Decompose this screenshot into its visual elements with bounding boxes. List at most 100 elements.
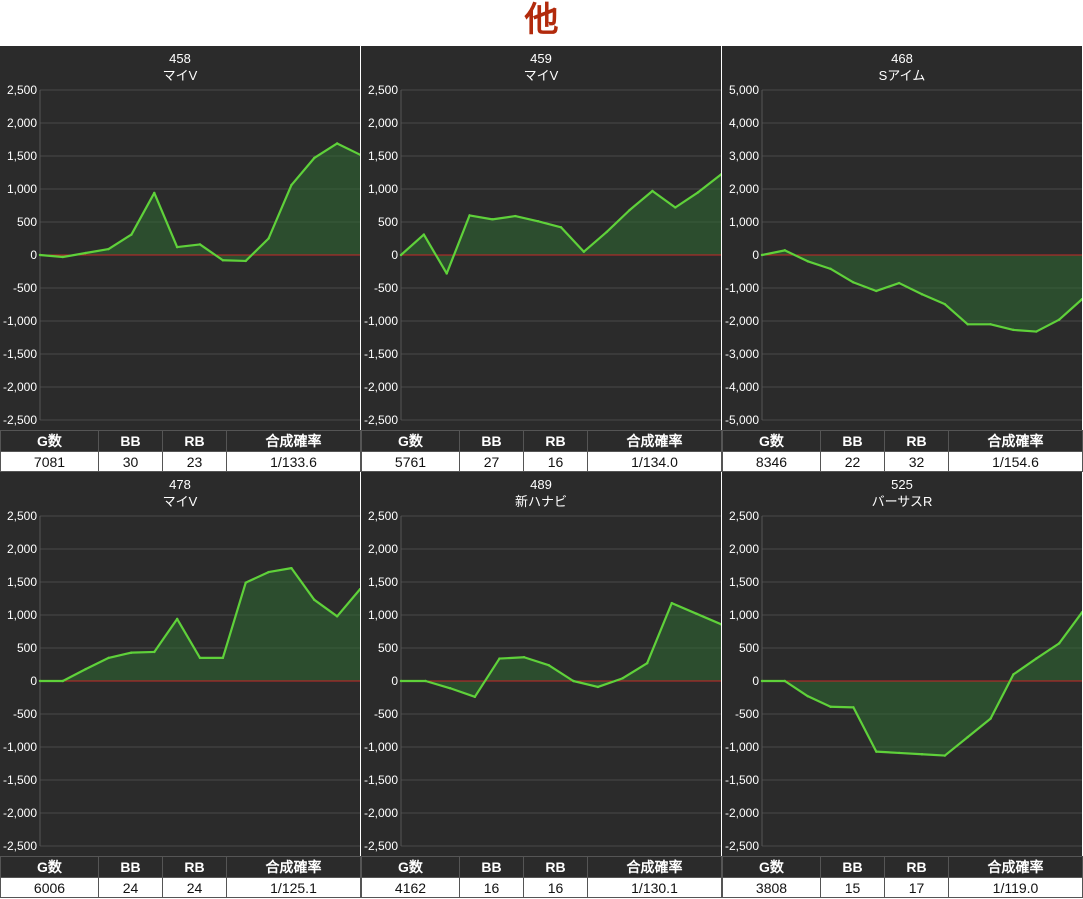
data-point	[153, 191, 156, 195]
data-point	[221, 259, 225, 262]
y-tick-label: 0	[30, 674, 37, 688]
series-segment	[290, 156, 316, 187]
data-point	[645, 661, 649, 665]
data-point	[806, 694, 809, 698]
data-point	[1080, 611, 1082, 614]
series-segment	[695, 612, 721, 626]
stats-bb: 30	[98, 451, 163, 472]
data-point	[267, 237, 270, 240]
y-tick-label: -1,000	[725, 740, 759, 754]
data-point	[445, 272, 448, 275]
data-point	[920, 753, 924, 756]
data-point	[468, 214, 471, 217]
y-tick-label: 0	[752, 248, 759, 262]
stats-header-cell: G数	[361, 430, 460, 452]
y-tick-label: 500	[378, 641, 398, 655]
stats-header-cell: 合成確率	[226, 430, 361, 452]
y-tick-label: -2,500	[3, 839, 37, 853]
chart-machine-name: マイV	[163, 494, 198, 509]
stats-header-cell: G数	[361, 856, 460, 878]
y-tick-label: 500	[378, 215, 398, 229]
data-point	[399, 253, 403, 257]
stats-games: 8346	[722, 451, 821, 472]
series-segment	[449, 687, 476, 698]
stats-value-row: 5761 27 16 1/134.0	[361, 451, 722, 472]
data-point	[582, 250, 586, 253]
y-tick-label: 500	[17, 215, 37, 229]
chart-machine-name: バーサスR	[872, 494, 933, 509]
series-area	[401, 174, 721, 274]
series-area	[762, 612, 1082, 756]
data-point	[572, 679, 575, 683]
series-segment	[153, 617, 179, 654]
y-tick-label: -1,000	[3, 314, 37, 328]
stats-games: 5761	[361, 451, 460, 472]
data-point	[536, 220, 540, 223]
series-segment	[424, 679, 452, 690]
data-point	[943, 754, 947, 757]
series-segment	[559, 226, 585, 253]
data-point	[760, 253, 764, 257]
y-tick-label: -2,000	[725, 806, 759, 820]
data-point	[1057, 318, 1061, 321]
stats-header-cell: BB	[98, 856, 163, 878]
series-segment	[1058, 611, 1082, 645]
y-tick-label: 3,000	[729, 149, 759, 163]
series-segment	[445, 214, 471, 275]
stats-bb: 15	[820, 877, 885, 898]
chart-svg: 478 マイV 2,500 2,000 1,500 1,000 500 0 -500 -1,000…	[0, 472, 360, 856]
data-point	[966, 323, 969, 326]
series-segment	[107, 651, 133, 659]
y-tick-label: -500	[374, 707, 398, 721]
y-tick-label: -500	[13, 707, 37, 721]
data-point	[522, 656, 526, 659]
stats-header-row: G数 BB RB 合成確率	[0, 856, 361, 878]
y-tick-label: -4,000	[725, 380, 759, 394]
data-point	[875, 750, 878, 753]
y-tick-label: 2,000	[729, 542, 759, 556]
series-segment	[852, 281, 878, 293]
chart-number: 468	[891, 51, 913, 66]
data-point	[61, 679, 65, 683]
stats-bb: 27	[459, 451, 524, 472]
data-point	[1012, 328, 1015, 332]
series-segment	[176, 243, 202, 249]
data-point	[153, 650, 156, 654]
data-point	[1035, 657, 1038, 660]
series-segment	[670, 602, 698, 615]
chart-machine-name: Sアイム	[879, 68, 926, 83]
series-segment	[875, 281, 901, 293]
stats-table: G数 BB RB 合成確率 3808 15 17 1/119.0	[722, 856, 1083, 898]
y-tick-label: -1,500	[725, 773, 759, 787]
data-point	[621, 677, 624, 680]
series-segment	[84, 247, 110, 255]
series-segment	[107, 233, 133, 251]
data-point	[989, 717, 992, 720]
series-segment	[898, 751, 924, 756]
data-point	[628, 208, 631, 212]
stats-header-cell: BB	[98, 430, 163, 452]
chart-number: 458	[169, 51, 191, 66]
series-segment	[473, 657, 501, 698]
data-point	[267, 570, 270, 574]
data-point	[290, 183, 293, 187]
data-point	[651, 189, 654, 193]
y-tick-label: 1,000	[7, 608, 37, 622]
stats-header-cell: G数	[0, 430, 99, 452]
series-segment	[244, 237, 270, 263]
stats-games: 7081	[0, 451, 99, 472]
y-tick-label: -500	[13, 281, 37, 295]
y-tick-label: -1,500	[3, 773, 37, 787]
series-segment	[651, 189, 677, 209]
data-point	[596, 685, 600, 689]
stats-header-cell: 合成確率	[948, 856, 1083, 878]
data-point	[696, 191, 700, 194]
stats-header-cell: G数	[722, 430, 821, 452]
stats-rb: 16	[523, 451, 588, 472]
data-point	[1080, 298, 1082, 301]
data-point	[422, 233, 426, 236]
y-tick-label: -2,000	[725, 314, 759, 328]
series-segment	[176, 617, 202, 659]
y-tick-label: 2,500	[729, 509, 759, 523]
data-point	[1057, 642, 1061, 645]
